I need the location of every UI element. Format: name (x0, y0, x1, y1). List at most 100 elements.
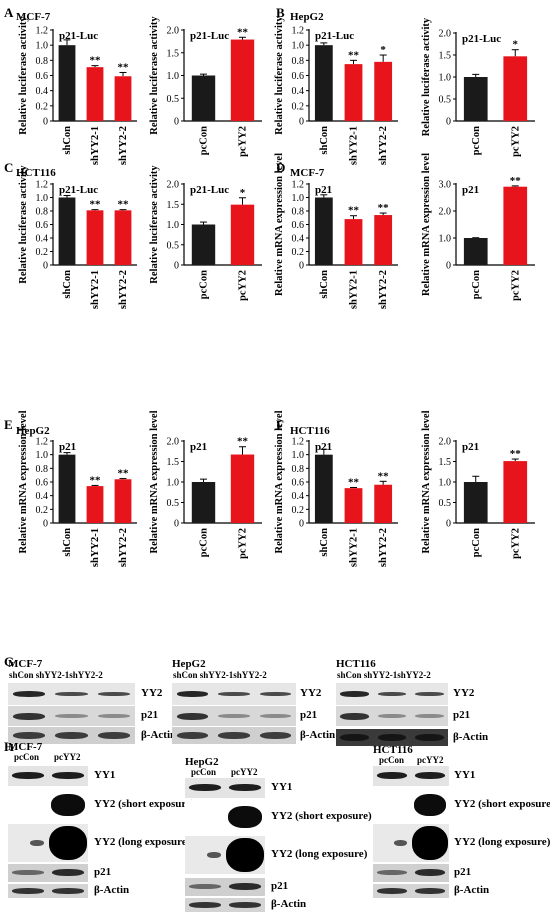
chart-c1-significance: ** (90, 199, 102, 211)
blot-g-1-band (176, 732, 209, 739)
blot-h-0-lane-2: pcYY2 (54, 752, 81, 762)
blot-h-1-band (225, 838, 265, 872)
blot-g-1-band (218, 714, 250, 718)
blot-h-2-strip-4 (373, 884, 449, 898)
chart-a1-category-label: shCon (62, 126, 73, 155)
blot-g-2-band (340, 734, 369, 741)
chart-e2-ytick-label: 2.0 (167, 437, 180, 448)
blot-g-1-band (176, 712, 209, 720)
panel-letter-e: E (4, 417, 13, 432)
blot-h-2-row-label-3: p21 (454, 866, 472, 878)
chart-b1-cell-line: HepG2 (290, 11, 324, 23)
blot-h-2-row-label-2: YY2 (long exposure) (454, 836, 550, 848)
chart-f2-category-label: pcCon (471, 528, 482, 557)
chart-a1-bar (86, 67, 104, 121)
chart-c2-ytick-label: 1.5 (167, 200, 180, 211)
panel-letter-a: A (4, 5, 14, 20)
chart-f2-ytick-label: 1.5 (439, 457, 452, 468)
chart-a1-ytick-label: 1.2 (36, 26, 49, 37)
chart-d2-ylabel: Relative mRNA expression level (421, 153, 432, 296)
blot-h-2-row-label-0: YY1 (454, 769, 476, 781)
blot-g-0-band (13, 732, 46, 739)
chart-e2-significance: ** (237, 436, 249, 448)
chart-b2-ytick-label: 1.0 (439, 73, 452, 84)
chart-d1-bar (314, 197, 333, 265)
chart-c2-bar (230, 204, 255, 265)
chart-d1-significance: ** (378, 202, 390, 214)
chart-f1-ytick-label: 0.2 (292, 505, 305, 516)
chart-c1-ytick-label: 0.4 (36, 234, 49, 245)
chart-a2-ytick-label: 2.0 (167, 26, 180, 37)
chart-f1-ylabel: Relative mRNA expression level (274, 410, 285, 553)
chart-e1-cell-line: HepG2 (16, 425, 50, 437)
chart-e2-ytick-label: 0.5 (167, 498, 180, 509)
chart-b1-ylabel: Relative luciferase activity (274, 16, 285, 135)
chart-c2-title: p21-Luc (190, 184, 229, 196)
blot-g-0-band (55, 714, 88, 718)
blot-h-2-lane-1: pcCon (379, 755, 405, 765)
chart-b1-category-label: shYY2-1 (349, 126, 360, 165)
chart-c1-title: p21-Luc (59, 184, 98, 196)
blot-g-2-band (415, 692, 444, 696)
blot-h-0-band (52, 869, 84, 876)
chart-b1-bar (374, 61, 393, 121)
chart-d2-category-label: pcCon (471, 270, 482, 299)
blot-g-2-lanes: shCon shYY2-1shYY2-2 (337, 670, 431, 680)
chart-b1-ytick-label: 0.6 (292, 71, 305, 82)
chart-a1-ytick-label: 1.0 (36, 41, 49, 52)
chart-f1-title: p21 (315, 441, 332, 453)
blot-h-1-band (228, 806, 262, 828)
chart-b2-significance: * (513, 39, 519, 51)
blot-g-2-band (377, 734, 407, 741)
chart-a2-bar (191, 75, 216, 121)
blot-h-1-band (189, 784, 221, 791)
chart-b2-bar (503, 56, 528, 121)
chart-f1-category-label: shYY2-2 (378, 528, 389, 567)
blot-h-2-strip-1 (373, 788, 449, 822)
panel-letter-g: G (4, 654, 15, 669)
chart-e1-category-label: shYY2-1 (90, 528, 101, 567)
chart-f1-ytick-label: 0.8 (292, 464, 305, 475)
chart-b2-category-label: pcYY2 (510, 126, 521, 157)
chart-d1-category-label: shYY2-2 (378, 270, 389, 309)
blot-h-2-lane-2: pcYY2 (417, 755, 444, 765)
chart-b2-ytick-label: 0.5 (439, 95, 452, 106)
blot-g-0-row-label-0: YY2 (141, 687, 163, 699)
chart-a1-category-label: shYY2-1 (90, 126, 101, 165)
chart-b2-ytick-label: 1.5 (439, 51, 452, 62)
blot-h-1-band (207, 852, 221, 858)
chart-d1-ytick-label: 0.4 (292, 234, 305, 245)
blot-g-1-band (218, 732, 250, 739)
chart-e1-ytick-label: 0.6 (36, 478, 49, 489)
chart-e1-significance: ** (118, 468, 130, 480)
chart-c2-bar (191, 224, 216, 265)
blot-h-1-band (229, 784, 261, 791)
chart-a2-ytick-label: 0.5 (167, 94, 180, 105)
chart-c1-ytick-label: 0 (43, 261, 48, 272)
blot-g-1-band (259, 714, 292, 718)
chart-a1-cell-line: MCF-7 (16, 11, 51, 23)
chart-a1-bar (58, 45, 76, 121)
blot-h-1-row-label-4: β-Actin (271, 898, 307, 910)
chart-d1-ytick-label: 0.6 (292, 220, 305, 231)
chart-e1-title: p21 (59, 441, 76, 453)
panel-letter-c: C (4, 160, 14, 175)
chart-d2-bar (503, 186, 528, 265)
chart-e1-ytick-label: 0.8 (36, 464, 49, 475)
chart-d1-bar (374, 215, 393, 265)
chart-f1-ytick-label: 1.2 (292, 437, 305, 448)
chart-a2-title: p21-Luc (190, 30, 229, 42)
chart-e1-category-label: shYY2-2 (118, 528, 129, 567)
chart-c1-ytick-label: 1.0 (36, 193, 49, 204)
chart-d2-ytick-label: 3.0 (439, 180, 452, 191)
chart-c1-bar (114, 210, 132, 265)
blot-g-1-row-label-1: p21 (300, 709, 318, 721)
panel-letter-d: D (276, 160, 286, 175)
blot-h-2-row-label-4: β-Actin (454, 884, 490, 896)
chart-d2-significance: ** (510, 175, 522, 187)
chart-c2-significance: * (240, 187, 246, 199)
blot-h-1-row-label-3: p21 (271, 880, 289, 892)
blot-h-1-strip-2 (185, 836, 265, 874)
chart-a1-ytick-label: 0.4 (36, 86, 49, 97)
chart-c1-ylabel: Relative luciferase activity (18, 165, 29, 284)
